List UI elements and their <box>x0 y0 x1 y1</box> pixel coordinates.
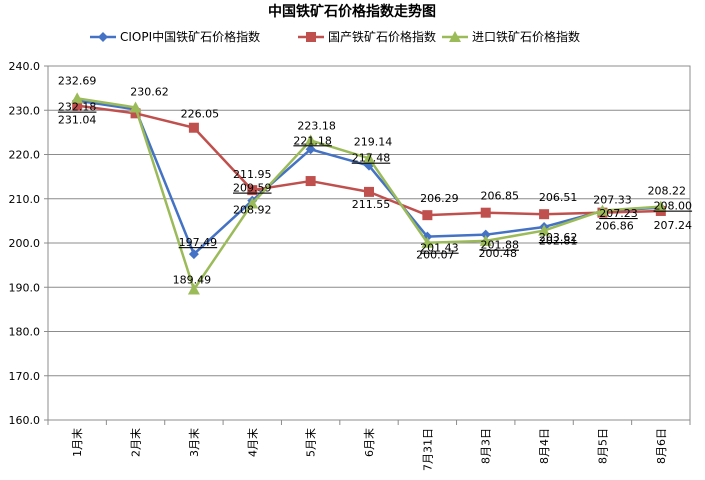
marker-square <box>247 185 258 196</box>
y-tick-label: 240.0 <box>9 60 41 73</box>
x-tick-label: 8月6日 <box>655 428 668 464</box>
data-label: 232.18 <box>58 101 97 114</box>
data-label: 207.24 <box>654 219 693 232</box>
data-label: 206.29 <box>420 192 459 205</box>
marker-triangle <box>538 224 551 236</box>
marker-diamond <box>480 229 491 240</box>
data-label: 231.04 <box>58 114 97 127</box>
data-label: 226.05 <box>181 108 220 121</box>
y-tick-label: 220.0 <box>9 149 41 162</box>
chart-title: 中国铁矿石价格指数走势图 <box>268 3 436 20</box>
marker-triangle <box>129 101 142 113</box>
marker-square <box>364 186 374 197</box>
legend-label: 国产铁矿石价格指数 <box>328 29 436 44</box>
data-label: 217.48 <box>352 152 391 165</box>
legend-item-2: 进口铁矿石价格指数 <box>442 29 580 44</box>
data-label: 208.00 <box>654 200 693 213</box>
data-label: 211.95 <box>233 168 272 181</box>
marker-square <box>480 207 491 218</box>
marker-square <box>305 176 316 187</box>
x-tick-label: 8月5日 <box>596 428 609 464</box>
x-tick-label: 7月31日 <box>421 428 434 471</box>
data-label: 219.14 <box>354 135 393 148</box>
y-tick-label: 200.0 <box>9 237 41 250</box>
x-tick-label: 2月末 <box>129 428 143 457</box>
data-label: 200.48 <box>478 247 517 260</box>
x-tick-label: 4月末 <box>245 428 259 457</box>
data-label: 201.43 <box>420 242 459 255</box>
y-tick-label: 230.0 <box>9 104 41 117</box>
marker-triangle <box>363 152 375 164</box>
grid <box>47 65 691 421</box>
axes: 160.0 170.0 180.0 190.0 200.0 210.0 220.0 230.0… <box>9 60 691 471</box>
marker-triangle <box>304 134 317 146</box>
legend: CIOPI中国铁矿石价格指数 国产铁矿石价格指数 进口铁矿石价格指数 <box>90 29 580 44</box>
data-label: 206.85 <box>480 190 519 203</box>
x-tick-label: 8月3日 <box>480 428 493 464</box>
data-label: 203.62 <box>539 231 578 244</box>
data-label: 200.07 <box>416 249 455 262</box>
marker-square <box>422 210 433 221</box>
data-label: 207.23 <box>599 207 638 220</box>
data-label: 206.51 <box>539 191 578 204</box>
marker-triangle <box>71 92 84 104</box>
marker-triangle <box>421 236 434 248</box>
marker-triangle <box>187 283 200 295</box>
y-tick-label: 170.0 <box>9 370 41 383</box>
legend-label: CIOPI中国铁矿石价格指数 <box>120 29 260 44</box>
y-tick-label: 210.0 <box>9 193 41 206</box>
marker-diamond <box>98 32 108 42</box>
x-tick-label: 8月4日 <box>538 428 551 464</box>
data-label: 207.33 <box>593 194 632 207</box>
x-tick-label: 3月末 <box>187 428 201 457</box>
marker-square <box>539 209 550 220</box>
marker-triangle <box>654 200 667 212</box>
data-label: 206.86 <box>595 220 634 233</box>
data-label: 208.92 <box>233 204 272 217</box>
marker-square <box>306 32 316 42</box>
legend-item-0: CIOPI中国铁矿石价格指数 <box>90 29 260 44</box>
series-lines <box>71 92 667 295</box>
x-tick-label: 6月末 <box>362 428 376 457</box>
y-tick-label: 160.0 <box>9 414 41 427</box>
data-label: 221.18 <box>293 134 332 147</box>
legend-label: 进口铁矿石价格指数 <box>472 29 580 44</box>
data-label: 211.55 <box>352 198 391 211</box>
y-tick-label: 180.0 <box>9 326 41 339</box>
y-tick-label: 190.0 <box>9 281 41 294</box>
data-label: 201.88 <box>480 239 519 252</box>
marker-triangle <box>246 197 259 209</box>
legend-item-1: 国产铁矿石价格指数 <box>298 29 436 44</box>
marker-triangle <box>479 234 492 246</box>
data-label: 208.22 <box>648 185 687 198</box>
marker-square <box>130 108 141 119</box>
data-label: 189.49 <box>173 274 212 287</box>
marker-diamond <box>305 144 316 155</box>
marker-square <box>72 100 83 111</box>
x-tick-label: 5月末 <box>304 428 318 457</box>
data-label: 209.59 <box>233 182 272 195</box>
data-label: 223.18 <box>297 119 336 132</box>
marker-diamond <box>188 249 199 260</box>
marker-triangle <box>596 204 609 216</box>
data-label: 197.49 <box>179 236 218 249</box>
x-tick-label: 1月末 <box>70 428 84 457</box>
marker-square <box>188 122 199 133</box>
data-label: 202.81 <box>539 235 578 248</box>
data-label: 232.69 <box>58 74 97 87</box>
data-labels: 232.18 197.49 209.59 221.18 217.48 201.43 201.… <box>58 74 692 286</box>
data-label: 230.62 <box>130 86 169 99</box>
series-2 <box>71 92 667 295</box>
marker-triangle <box>449 31 461 42</box>
